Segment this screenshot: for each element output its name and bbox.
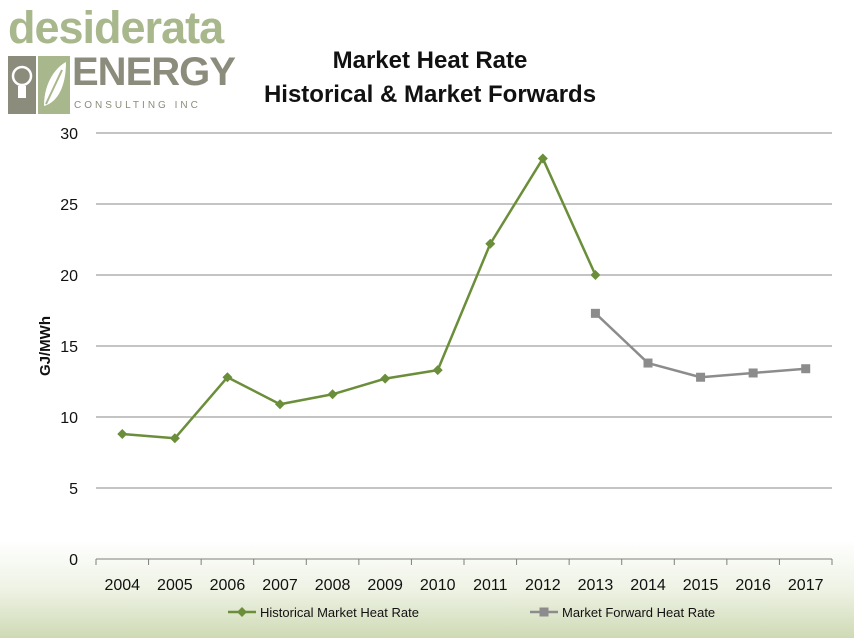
logo-text-energy: ENERGY bbox=[72, 50, 236, 94]
y-tick-label: 25 bbox=[60, 197, 78, 214]
data-point bbox=[590, 308, 600, 318]
x-tick-label: 2017 bbox=[788, 577, 824, 594]
lightbulb-leaf-icon bbox=[8, 56, 70, 114]
x-tick-label: 2004 bbox=[104, 577, 140, 594]
data-point bbox=[169, 433, 180, 444]
y-tick-label: 20 bbox=[60, 268, 78, 285]
data-point bbox=[643, 358, 653, 368]
logo-text-desiderata: desiderata bbox=[8, 2, 224, 53]
legend-marker bbox=[237, 607, 247, 617]
x-tick-label: 2008 bbox=[315, 577, 351, 594]
series-line-historical bbox=[122, 157, 597, 440]
legend-label: Historical Market Heat Rate bbox=[260, 605, 419, 620]
data-point bbox=[696, 372, 706, 382]
x-tick-label: 2011 bbox=[473, 577, 508, 594]
data-point bbox=[327, 389, 338, 400]
data-point bbox=[801, 364, 811, 374]
legend-marker bbox=[539, 607, 549, 617]
y-tick-label: 10 bbox=[60, 410, 78, 427]
y-axis-label: GJ/MWh bbox=[37, 316, 54, 376]
series-line-forward bbox=[594, 312, 806, 379]
x-tick-label: 2015 bbox=[683, 577, 719, 594]
x-tick-label: 2010 bbox=[420, 577, 456, 594]
logo-text-consulting: CONSULTING INC bbox=[74, 100, 201, 111]
data-point bbox=[275, 399, 285, 410]
data-point bbox=[222, 372, 233, 383]
data-point bbox=[537, 153, 548, 164]
x-tick-label: 2013 bbox=[578, 577, 614, 594]
chart-title: Market Heat Rate Historical & Market For… bbox=[200, 44, 660, 112]
y-tick-label: 0 bbox=[69, 552, 78, 569]
legend-label: Market Forward Heat Rate bbox=[562, 605, 715, 620]
y-tick-label: 15 bbox=[60, 339, 78, 356]
data-point bbox=[432, 365, 443, 376]
x-tick-label: 2006 bbox=[210, 577, 246, 594]
company-logo: desiderata ENERGY CONSULTING INC bbox=[6, 2, 236, 118]
chart-title-line-1: Market Heat Rate bbox=[332, 47, 528, 74]
data-point bbox=[485, 238, 496, 249]
data-point bbox=[590, 270, 601, 280]
y-tick-label: 30 bbox=[60, 126, 78, 143]
data-point bbox=[380, 373, 391, 384]
y-tick-label: 5 bbox=[69, 481, 78, 498]
x-tick-label: 2005 bbox=[157, 577, 193, 594]
x-tick-label: 2009 bbox=[367, 577, 403, 594]
x-tick-label: 2007 bbox=[262, 577, 298, 594]
chart-title-line-2: Historical & Market Forwards bbox=[263, 81, 597, 108]
x-tick-label: 2012 bbox=[525, 577, 561, 594]
x-tick-label: 2016 bbox=[735, 577, 771, 594]
x-tick-label: 2014 bbox=[630, 577, 666, 594]
data-point bbox=[117, 429, 128, 440]
data-point bbox=[748, 368, 758, 378]
